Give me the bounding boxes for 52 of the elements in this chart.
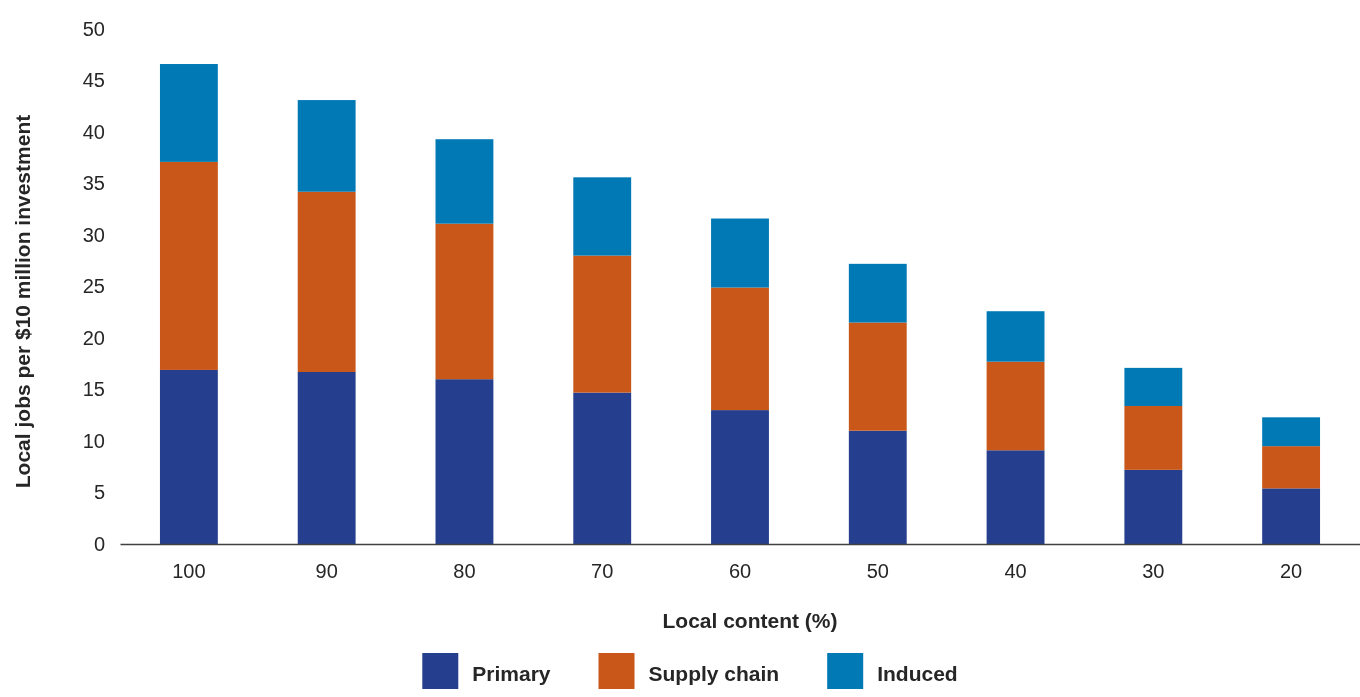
bar	[848, 322, 907, 431]
y-tick-label: 25	[82, 275, 105, 298]
y-tick-label: 30	[82, 223, 105, 246]
bar	[159, 161, 218, 370]
bar	[986, 361, 1045, 451]
x-tick-label: 80	[453, 560, 476, 583]
x-tick-label: 70	[591, 560, 614, 583]
bar	[1124, 367, 1183, 406]
bar	[159, 369, 218, 544]
legend-label: Primary	[472, 662, 551, 685]
bar	[711, 410, 769, 544]
x-tick-label: 90	[315, 560, 338, 583]
y-tick-label: 15	[82, 378, 105, 401]
legend-label: Induced	[877, 662, 958, 685]
bar	[711, 287, 769, 411]
y-tick-label: 0	[93, 532, 105, 555]
bar	[986, 311, 1045, 362]
y-tick-label: 10	[82, 429, 105, 452]
x-tick-label: 20	[1279, 560, 1303, 583]
x-tick-label: 60	[728, 560, 752, 583]
bar	[1124, 469, 1183, 544]
bar	[1262, 488, 1321, 544]
bar	[1262, 446, 1321, 489]
y-axis-title: Local jobs per $10 million investment	[11, 114, 34, 489]
bar	[573, 392, 632, 544]
bar	[848, 430, 907, 544]
x-tick-label: 50	[866, 560, 889, 583]
bar	[1124, 405, 1183, 470]
bar	[297, 100, 356, 192]
bar	[573, 177, 632, 256]
y-tick-label: 40	[82, 120, 105, 143]
x-tick-label: 40	[1004, 560, 1027, 583]
bar	[711, 218, 769, 288]
y-tick-label: 45	[82, 69, 105, 92]
bar	[1262, 417, 1321, 447]
bar	[435, 139, 494, 224]
bar	[297, 371, 356, 544]
bar	[435, 223, 494, 380]
y-tick-label: 35	[82, 172, 105, 195]
x-tick-label: 100	[172, 560, 206, 583]
x-axis-title: Local content (%)	[662, 609, 838, 632]
x-tick-label: 30	[1142, 560, 1165, 583]
bar	[435, 379, 494, 544]
y-tick-label: 5	[93, 481, 105, 504]
bar	[159, 64, 218, 162]
y-tick-label: 50	[82, 17, 105, 40]
legend-label: Supply chain	[648, 662, 780, 685]
bar	[986, 450, 1045, 544]
bar	[297, 191, 356, 372]
bar	[848, 263, 907, 323]
y-tick-label: 20	[82, 326, 105, 349]
bar	[573, 255, 632, 393]
